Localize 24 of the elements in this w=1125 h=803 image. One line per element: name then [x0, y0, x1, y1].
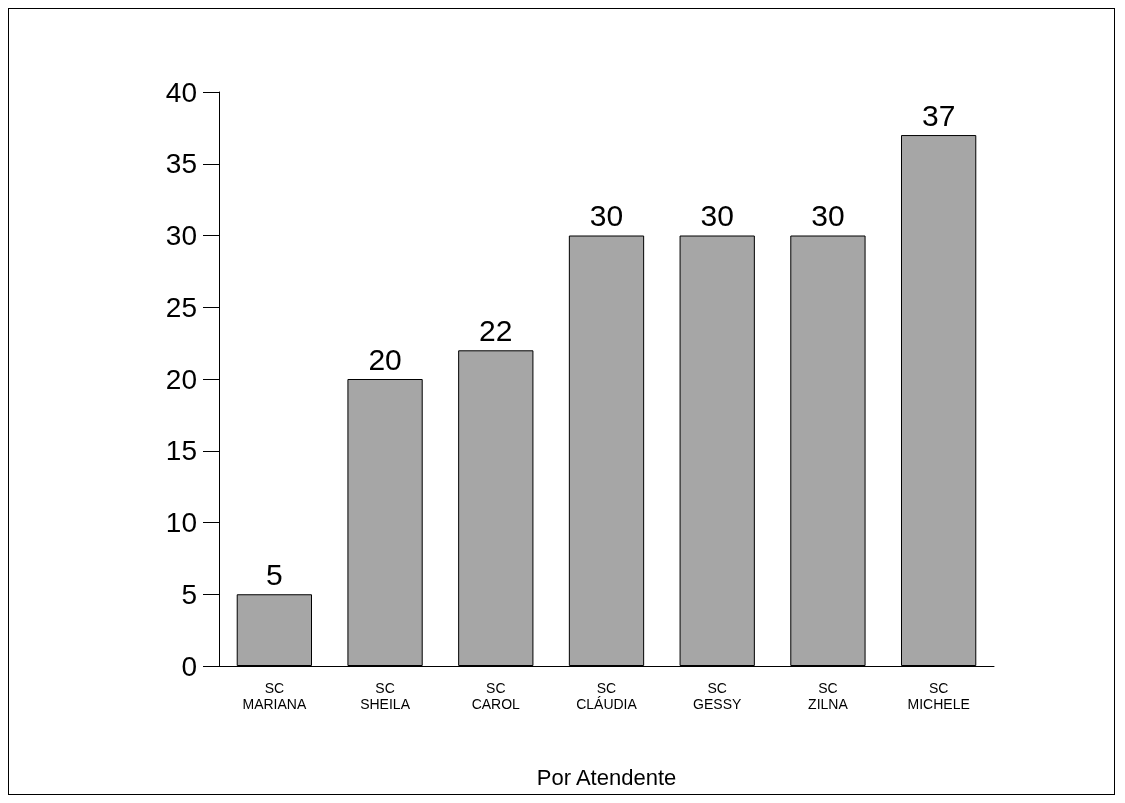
- y-tick-label: 40: [165, 76, 197, 108]
- y-tick-label: 0: [181, 650, 197, 682]
- y-tick-label: 20: [165, 363, 197, 395]
- data-label: 20: [368, 342, 402, 376]
- y-tick-label: 35: [165, 148, 197, 180]
- y-tick-label: 5: [181, 578, 197, 610]
- x-tick-label: SC CAROL: [471, 680, 521, 712]
- data-label: 30: [811, 199, 845, 232]
- y-tick-label: 10: [165, 507, 197, 538]
- y-tick-label: 25: [165, 291, 197, 323]
- data-label: 30: [700, 199, 734, 232]
- y-tick-label: 30: [165, 220, 197, 251]
- x-tick-label: SC MARIANA: [242, 680, 307, 712]
- data-label: 37: [921, 98, 956, 132]
- data-label: 30: [589, 199, 624, 232]
- x-tick-label: SC SHEILA: [360, 680, 411, 712]
- data-label: 22: [479, 313, 513, 347]
- x-axis-title: Por Atendente: [536, 764, 677, 790]
- y-tick-label: 15: [165, 435, 197, 467]
- x-tick-label: SC MICHELE: [907, 680, 970, 712]
- x-tick-label: SC GESSY: [693, 680, 742, 712]
- data-label: 5: [266, 557, 283, 591]
- x-tick-label: SC CLÁUDIA: [576, 680, 638, 712]
- x-tick-label: SC ZILNA: [808, 680, 849, 712]
